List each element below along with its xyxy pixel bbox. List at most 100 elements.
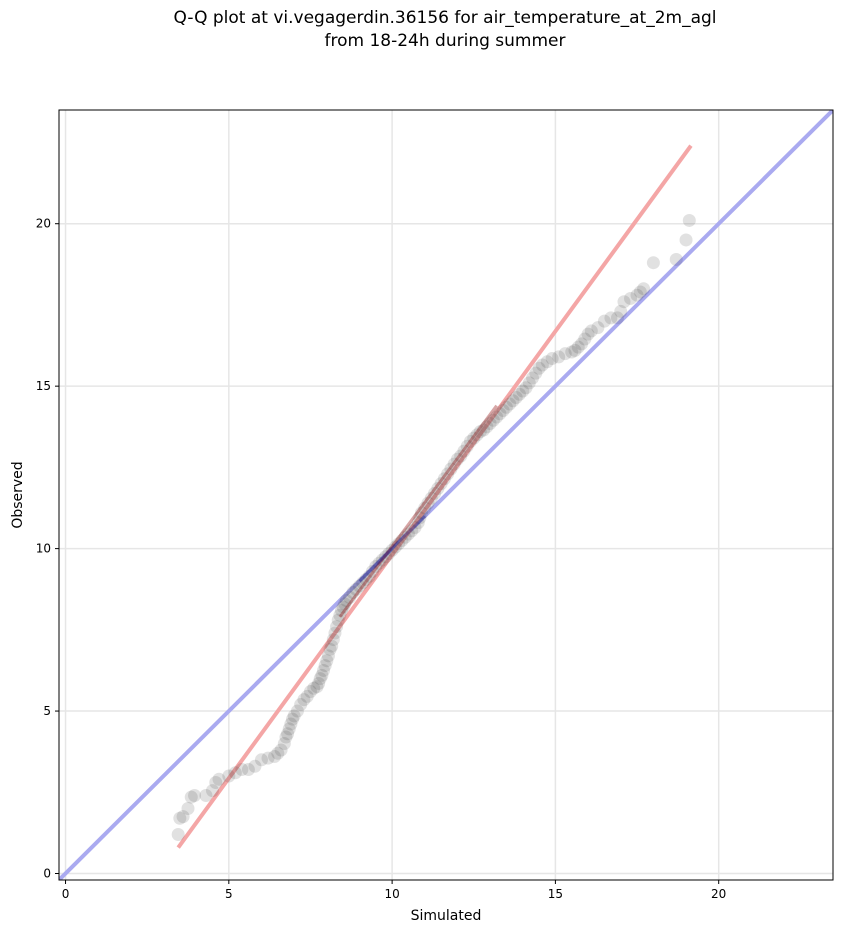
- data-point-16: [261, 751, 275, 765]
- data-point-128: [614, 304, 628, 318]
- data-point-24: [284, 717, 298, 731]
- data-point-52: [343, 590, 357, 604]
- x-tick-label-5: 5: [225, 887, 233, 901]
- data-point-97: [486, 413, 500, 427]
- data-point-56: [356, 576, 370, 590]
- data-point-71: [405, 524, 419, 538]
- identity-line: [59, 110, 833, 880]
- data-point-86: [450, 452, 464, 466]
- data-point-121: [578, 332, 592, 346]
- data-point-55: [352, 579, 366, 593]
- data-point-124: [591, 321, 605, 335]
- data-point-137: [682, 213, 696, 227]
- data-point-14: [248, 759, 262, 773]
- data-point-43: [326, 633, 340, 647]
- data-point-39: [320, 654, 334, 668]
- fit-line-dense-segment: [338, 404, 498, 618]
- data-point-13: [241, 763, 255, 777]
- data-point-114: [545, 352, 559, 366]
- data-point-115: [552, 350, 566, 364]
- data-point-51: [339, 594, 353, 608]
- data-point-73: [411, 516, 425, 530]
- data-point-111: [532, 361, 546, 375]
- identity-line-dense-segment: [358, 515, 426, 583]
- data-point-77: [421, 496, 435, 510]
- data-point-58: [362, 569, 376, 583]
- y-tick-label-5: 5: [43, 704, 51, 718]
- data-point-60: [369, 559, 383, 573]
- y-tick-label-0: 0: [43, 867, 51, 881]
- data-point-100: [496, 404, 510, 418]
- data-point-68: [395, 533, 409, 547]
- data-point-22: [281, 727, 295, 741]
- data-point-117: [565, 345, 579, 359]
- data-point-6: [199, 789, 213, 803]
- data-point-110: [529, 366, 543, 380]
- data-point-10: [222, 769, 236, 783]
- data-point-132: [633, 285, 647, 299]
- data-point-88: [457, 444, 471, 458]
- data-point-90: [463, 434, 477, 448]
- data-point-12: [235, 763, 249, 777]
- data-point-126: [604, 311, 618, 325]
- data-point-7: [205, 784, 219, 798]
- data-point-79: [428, 486, 442, 500]
- data-point-70: [401, 527, 415, 541]
- data-point-31: [303, 685, 317, 699]
- data-point-41: [323, 642, 337, 656]
- data-point-130: [624, 291, 638, 305]
- data-point-48: [334, 603, 348, 617]
- data-point-102: [503, 397, 517, 411]
- chart-title-line-1: Q-Q plot at vi.vegagerdin.36156 for air_…: [173, 8, 717, 28]
- data-point-19: [274, 743, 288, 757]
- data-point-120: [575, 337, 589, 351]
- data-point-11: [228, 766, 242, 780]
- data-point-1: [173, 811, 187, 825]
- data-point-59: [366, 564, 380, 578]
- data-point-57: [359, 572, 373, 586]
- data-point-50: [338, 597, 352, 611]
- data-point-87: [454, 449, 468, 463]
- data-point-103: [506, 394, 520, 408]
- data-point-42: [325, 639, 339, 653]
- data-point-53: [346, 585, 360, 599]
- data-point-122: [581, 327, 595, 341]
- data-point-106: [516, 384, 530, 398]
- data-point-129: [617, 295, 631, 309]
- data-point-84: [444, 462, 458, 476]
- data-point-63: [379, 550, 393, 564]
- y-tick-label-10: 10: [36, 542, 51, 556]
- data-point-49: [336, 600, 350, 614]
- data-point-46: [331, 613, 345, 627]
- data-point-112: [535, 358, 549, 372]
- data-point-96: [483, 417, 497, 431]
- data-point-69: [398, 530, 412, 544]
- data-point-113: [540, 355, 554, 369]
- data-point-101: [499, 400, 513, 414]
- data-point-33: [310, 680, 324, 694]
- data-point-136: [679, 233, 693, 247]
- data-point-2: [176, 810, 190, 824]
- chart-title-line-2: from 18-24h during summer: [324, 31, 566, 51]
- fit-line: [176, 144, 693, 849]
- data-point-78: [424, 491, 438, 505]
- data-point-134: [646, 256, 660, 270]
- data-point-5: [188, 789, 202, 803]
- data-point-92: [470, 428, 484, 442]
- plot-area-marks: [59, 110, 833, 880]
- data-point-81: [434, 477, 448, 491]
- x-tick-label-0: 0: [62, 887, 70, 901]
- data-point-125: [597, 314, 611, 328]
- data-point-3: [181, 802, 195, 816]
- data-point-21: [279, 730, 293, 744]
- data-point-40: [321, 649, 335, 663]
- data-point-17: [268, 750, 282, 764]
- data-point-65: [385, 543, 399, 557]
- data-point-74: [413, 511, 427, 525]
- data-point-45: [330, 620, 344, 634]
- data-point-4: [184, 790, 198, 804]
- data-point-67: [392, 537, 406, 551]
- data-point-82: [437, 472, 451, 486]
- data-point-28: [294, 698, 308, 712]
- data-point-27: [290, 704, 304, 718]
